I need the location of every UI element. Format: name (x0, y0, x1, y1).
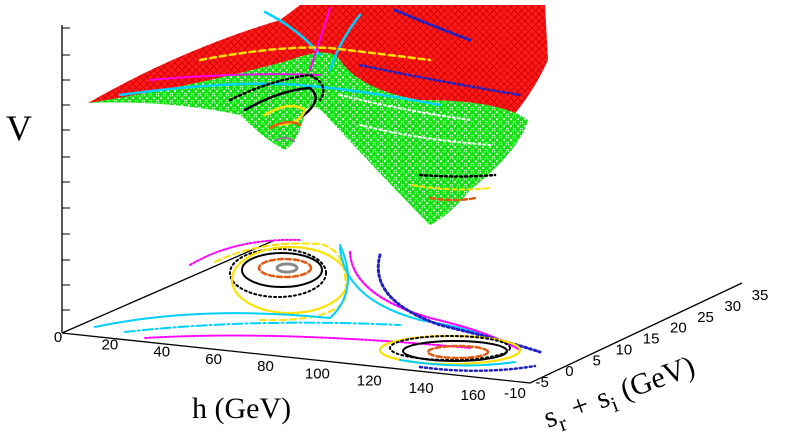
surf-gray-1 (275, 136, 297, 144)
surface-green-sheet (88, 52, 528, 225)
y-tick-label: 15 (643, 331, 660, 348)
contour-black-solid (241, 252, 323, 288)
floor-right-edge (529, 282, 743, 384)
v-axis-ticks (62, 27, 70, 311)
x-axis-title: h (GeV) (192, 392, 291, 425)
contour-gray (275, 262, 299, 274)
surf-cyan-3 (118, 82, 442, 107)
contour-magenta-left (189, 238, 301, 266)
surf-blue-1 (393, 8, 472, 42)
x-axis-tick-labels: 0 20 40 60 80 100 120 140 160 (54, 329, 486, 404)
y-tick-label: 0 (565, 363, 573, 380)
surf-yellow-3 (411, 184, 491, 191)
surf-orange-1 (268, 120, 302, 130)
y-tick-label: -10 (504, 385, 526, 402)
surf-cyan-2 (328, 13, 362, 72)
floor-contours (94, 238, 542, 373)
contour-right-orange (426, 344, 490, 360)
surf-yellow-2 (263, 104, 307, 127)
floor-left-edge (61, 239, 276, 334)
contour-cyan-left (94, 244, 349, 328)
v-axis-title: V (6, 108, 32, 148)
contour-right-cyan (399, 359, 516, 367)
surf-yellow-1 (198, 46, 432, 62)
surf-white-1 (339, 94, 471, 121)
y-axis-tick-labels: -10 -5 0 5 10 15 20 25 30 35 (504, 287, 768, 402)
contour-right-black-dotted (389, 335, 511, 361)
floor-front-edge (61, 332, 531, 384)
y-tick-label: 35 (752, 287, 769, 304)
contour-cyan-dashdot (124, 321, 401, 333)
floor-plane (61, 239, 743, 384)
x-tick-label: 120 (357, 373, 382, 390)
y-tick-label: 5 (592, 352, 600, 369)
surf-black-1 (228, 73, 325, 102)
contour-black-dotted (229, 248, 327, 298)
surf-white-2 (359, 124, 491, 146)
contour-blue-dotted (376, 253, 542, 354)
contour-cyan-right-arc (339, 247, 511, 346)
y-axis-title-plus: + (566, 388, 593, 425)
contour-orange (257, 257, 313, 279)
x-tick-label: 20 (102, 336, 119, 353)
surf-orange-2 (428, 196, 477, 202)
y-tick-label: 10 (616, 341, 633, 358)
y-tick-label: -5 (536, 374, 549, 391)
surf-blue-2 (358, 63, 522, 97)
surf-magenta-1 (309, 7, 331, 71)
potential-surface (88, 5, 548, 225)
y-tick-label: 25 (697, 309, 714, 326)
surf-black-2 (243, 86, 317, 120)
x-tick-label: 40 (153, 344, 170, 361)
surf-magenta-2 (149, 73, 321, 81)
v-axis (61, 25, 70, 333)
x-tick-label: 140 (409, 380, 434, 397)
y-axis-title: sr+si(GeV) (539, 349, 701, 438)
svg-text:sr+si(GeV): sr+si(GeV) (539, 349, 701, 438)
y-tick-label: 20 (670, 320, 687, 337)
x-tick-label: 0 (54, 329, 62, 346)
contour-right-blue (418, 364, 537, 373)
y-tick-label: 30 (724, 298, 741, 315)
x-tick-label: 160 (460, 387, 485, 404)
surf-black-3 (418, 173, 497, 178)
contour-right-yellow (378, 334, 522, 366)
x-tick-label: 80 (257, 358, 274, 375)
x-tick-label: 60 (205, 351, 222, 368)
x-tick-label: 100 (305, 365, 330, 382)
